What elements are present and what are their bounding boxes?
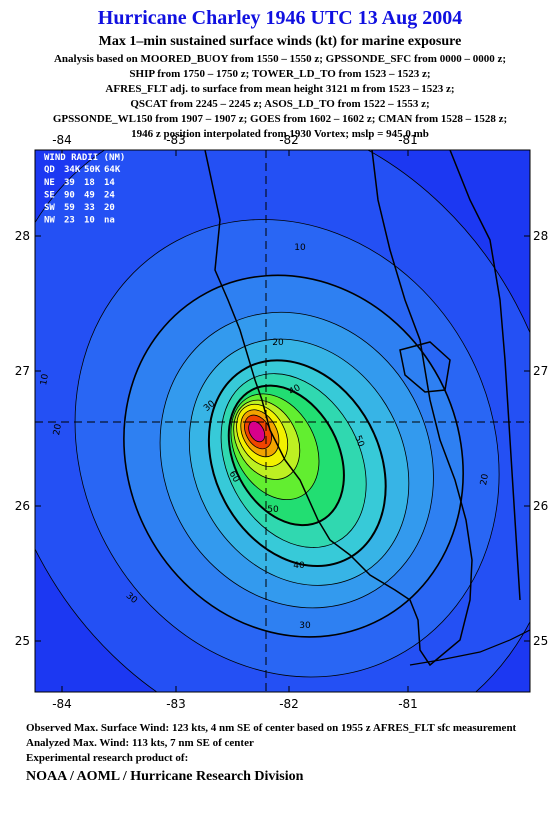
radii-cell: NE: [44, 178, 55, 188]
lon-label: -83: [166, 697, 186, 711]
contour-label: 50: [352, 434, 365, 448]
radii-cell: SW: [44, 203, 55, 213]
radii-cell: 24: [104, 191, 115, 201]
radii-cell: SE: [44, 191, 55, 201]
contour-band: [248, 420, 266, 443]
lon-label: -84: [52, 133, 72, 147]
lat-label: 25: [15, 634, 30, 648]
lon-label: -82: [279, 133, 299, 147]
radii-cell: 33: [84, 203, 95, 213]
radii-cell: 90: [64, 191, 75, 201]
radii-cell: 49: [84, 191, 95, 201]
analysis-line: 1946 z position interpolated from 1930 V…: [131, 128, 429, 140]
radii-cell: 20: [104, 203, 115, 213]
radii-title: WIND RADII (NM): [44, 153, 125, 163]
contour-label: 10: [294, 243, 306, 253]
footer-line: Observed Max. Surface Wind: 123 kts, 4 n…: [26, 722, 517, 734]
contour-label: 30: [299, 621, 311, 631]
lat-label: 26: [15, 499, 30, 513]
lon-label: -82: [279, 697, 299, 711]
lat-label: 27: [15, 364, 30, 378]
radii-cell: na: [104, 216, 115, 226]
contour-label: 20: [52, 423, 64, 436]
map-frame: [34, 149, 531, 693]
analysis-line: QSCAT from 2245 – 2245 z; ASOS_LD_TO fro…: [130, 98, 429, 110]
radii-cell: 14: [104, 178, 115, 188]
radii-cell: 59: [64, 203, 75, 213]
title: Hurricane Charley 1946 UTC 13 Aug 2004: [98, 7, 462, 29]
footer-line: Analyzed Max. Wind: 113 kts, 7 nm SE of …: [26, 737, 254, 749]
radii-cell: 18: [84, 178, 95, 188]
contour-label: 20: [479, 473, 491, 486]
lon-label: -84: [52, 697, 72, 711]
radii-header: 34K: [64, 165, 81, 175]
lon-label: -81: [398, 697, 418, 711]
analysis-line: GPSSONDE_WL150 from 1907 – 1907 z; GOES …: [53, 113, 507, 125]
lat-label: 25: [533, 634, 548, 648]
radii-cell: NW: [44, 216, 55, 226]
contour-label: 50: [267, 505, 279, 515]
radii-header: QD: [44, 165, 55, 175]
contour-label: 20: [272, 338, 284, 348]
lat-label: 27: [533, 364, 548, 378]
contour-label: 40: [293, 561, 305, 571]
lat-label: 26: [533, 499, 548, 513]
lon-label: -83: [166, 133, 186, 147]
analysis-line: AFRES_FLT adj. to surface from mean heig…: [105, 83, 454, 95]
lat-label: 28: [533, 229, 548, 243]
radii-header: 64K: [104, 165, 121, 175]
subtitle: Max 1–min sustained surface winds (kt) f…: [99, 34, 462, 49]
radii-cell: 39: [64, 178, 75, 188]
lon-label: -81: [398, 133, 418, 147]
radii-header: 50K: [84, 165, 101, 175]
analysis-line: SHIP from 1750 – 1750 z; TOWER_LD_TO fro…: [129, 68, 430, 80]
analysis-line: Analysis based on MOORED_BUOY from 1550 …: [54, 53, 506, 65]
credit: NOAA / AOML / Hurricane Research Divisio…: [26, 769, 304, 784]
map-field: [35, 150, 530, 692]
radii-cell: 23: [64, 216, 75, 226]
contour-label: 10: [39, 373, 51, 386]
footer-line: Experimental research product of:: [26, 752, 188, 764]
radii-cell: 10: [84, 216, 95, 226]
lat-label: 28: [15, 229, 30, 243]
